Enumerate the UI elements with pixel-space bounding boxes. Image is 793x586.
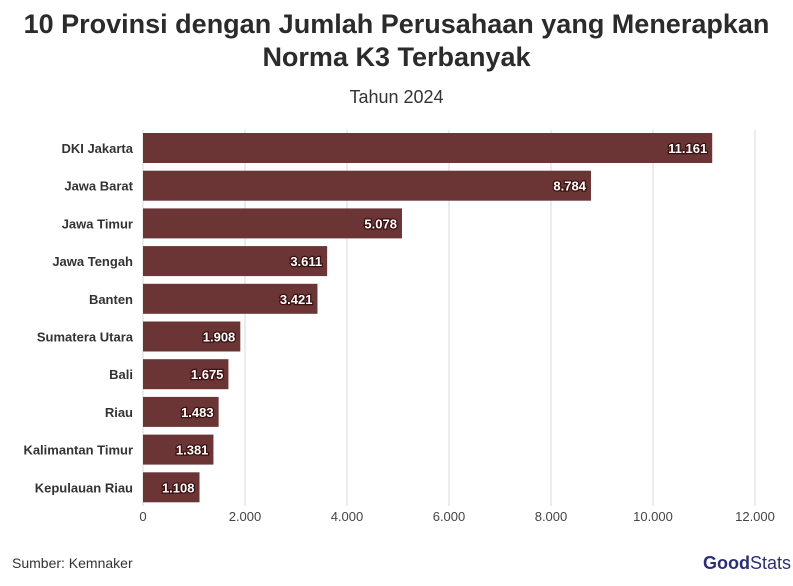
bar [143, 283, 318, 314]
x-tick-label: 4.000 [331, 509, 364, 524]
bar [143, 133, 713, 163]
category-label: Bali [109, 367, 133, 382]
data-label: 1.483 [181, 405, 214, 420]
data-label: 1.108 [162, 480, 195, 495]
category-label: Banten [89, 292, 133, 307]
bar [143, 359, 229, 390]
category-label: Jawa Timur [62, 216, 133, 231]
x-tick-label: 6.000 [433, 509, 466, 524]
chart-subtitle: Tahun 2024 [349, 87, 444, 107]
bar [143, 170, 591, 201]
source-note: Sumber: Kemnaker [12, 555, 133, 571]
bar [143, 472, 200, 503]
category-label: Sumatera Utara [37, 330, 134, 345]
bar [143, 396, 219, 427]
data-label: 8.784 [553, 179, 586, 194]
x-tick-label: 8.000 [535, 509, 568, 524]
data-label: 11.161 [668, 141, 707, 156]
data-label: 5.078 [364, 216, 397, 231]
category-label: Riau [105, 405, 133, 420]
category-label: Jawa Tengah [52, 254, 133, 269]
category-label: Kalimantan Timur [23, 443, 133, 458]
data-label: 3.611 [290, 254, 322, 269]
bar [143, 246, 328, 277]
x-tick-label: 0 [139, 509, 146, 524]
category-label: Jawa Barat [64, 179, 133, 194]
data-label: 1.381 [176, 443, 209, 458]
data-label: 1.908 [203, 330, 236, 345]
data-label: 3.421 [280, 292, 313, 307]
data-label: 1.675 [191, 367, 224, 382]
x-tick-label: 12.000 [735, 509, 775, 524]
x-tick-label: 10.000 [633, 509, 673, 524]
bar [143, 434, 214, 465]
x-tick-label: 2.000 [229, 509, 262, 524]
category-label: Kepulauan Riau [35, 480, 133, 495]
category-label: DKI Jakarta [61, 141, 133, 156]
goodstats-logo: GoodStats [703, 553, 792, 573]
bar [143, 208, 402, 239]
bar [143, 321, 241, 352]
chart-title: 10 Provinsi dengan Jumlah Perusahaan yan… [23, 9, 770, 72]
